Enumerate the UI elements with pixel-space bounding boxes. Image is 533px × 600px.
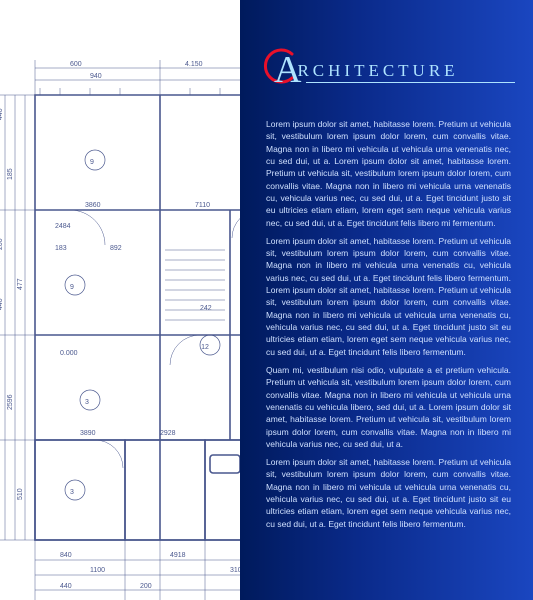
content-panel: ARCHITECTURE Lorem ipsum dolor sit amet,… xyxy=(240,0,533,600)
body-text: Lorem ipsum dolor sit amet, habitasse lo… xyxy=(266,118,511,572)
svg-text:200: 200 xyxy=(0,238,4,250)
svg-text:4.150: 4.150 xyxy=(185,61,203,68)
blueprint-drawing: 440 200 440 185 2596 477 510 600 4.150 9… xyxy=(0,0,240,600)
svg-text:4918: 4918 xyxy=(170,552,186,559)
svg-text:3890: 3890 xyxy=(80,430,96,437)
title-block: ARCHITECTURE xyxy=(266,48,515,92)
svg-text:1100: 1100 xyxy=(90,567,105,574)
svg-text:9: 9 xyxy=(90,159,94,166)
paragraph: Lorem ipsum dolor sit amet, habitasse lo… xyxy=(266,235,511,358)
svg-text:2596: 2596 xyxy=(7,394,14,410)
svg-text:600: 600 xyxy=(70,61,82,68)
blueprint-panel: 440 200 440 185 2596 477 510 600 4.150 9… xyxy=(0,0,240,600)
svg-text:242: 242 xyxy=(200,305,212,312)
svg-text:200: 200 xyxy=(140,583,152,590)
svg-text:892: 892 xyxy=(110,245,122,252)
paragraph: Lorem ipsum dolor sit amet, habitasse lo… xyxy=(266,456,511,530)
svg-text:2484: 2484 xyxy=(55,223,71,230)
svg-text:183: 183 xyxy=(55,245,67,252)
svg-text:185: 185 xyxy=(7,168,14,180)
paragraph: Lorem ipsum dolor sit amet, habitasse lo… xyxy=(266,118,511,229)
svg-text:2928: 2928 xyxy=(160,430,176,437)
svg-text:440: 440 xyxy=(60,583,72,590)
svg-text:3860: 3860 xyxy=(85,202,101,209)
svg-text:840: 840 xyxy=(60,552,72,559)
svg-text:3: 3 xyxy=(85,399,89,406)
title-rest: RCHITECTURE xyxy=(297,61,458,83)
svg-text:440: 440 xyxy=(0,298,4,310)
page: 440 200 440 185 2596 477 510 600 4.150 9… xyxy=(0,0,533,600)
svg-text:0.000: 0.000 xyxy=(60,350,78,357)
svg-text:3: 3 xyxy=(70,489,74,496)
svg-text:7110: 7110 xyxy=(195,202,210,209)
svg-text:12: 12 xyxy=(201,344,209,351)
svg-text:940: 940 xyxy=(90,73,102,80)
svg-text:510: 510 xyxy=(17,488,24,500)
svg-text:3100: 3100 xyxy=(230,567,240,574)
svg-text:477: 477 xyxy=(17,278,24,290)
paragraph: Quam mi, vestibulum nisi odio, vulputate… xyxy=(266,364,511,450)
svg-text:440: 440 xyxy=(0,108,4,120)
title-underline xyxy=(306,82,515,83)
svg-text:9: 9 xyxy=(70,284,74,291)
